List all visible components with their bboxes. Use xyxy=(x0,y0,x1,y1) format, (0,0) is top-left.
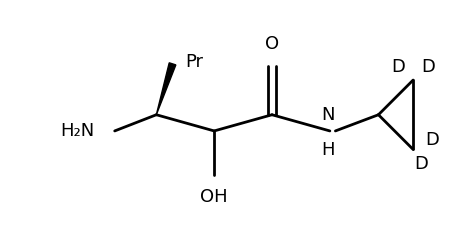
Text: Pr: Pr xyxy=(186,53,204,70)
Polygon shape xyxy=(157,63,176,115)
Text: D: D xyxy=(421,58,435,76)
Text: O: O xyxy=(265,35,279,53)
Text: D: D xyxy=(415,155,428,173)
Text: D: D xyxy=(426,131,439,149)
Text: N: N xyxy=(321,106,334,124)
Text: H₂N: H₂N xyxy=(61,122,95,140)
Text: OH: OH xyxy=(200,188,228,206)
Text: H: H xyxy=(321,141,334,159)
Text: D: D xyxy=(392,58,405,76)
